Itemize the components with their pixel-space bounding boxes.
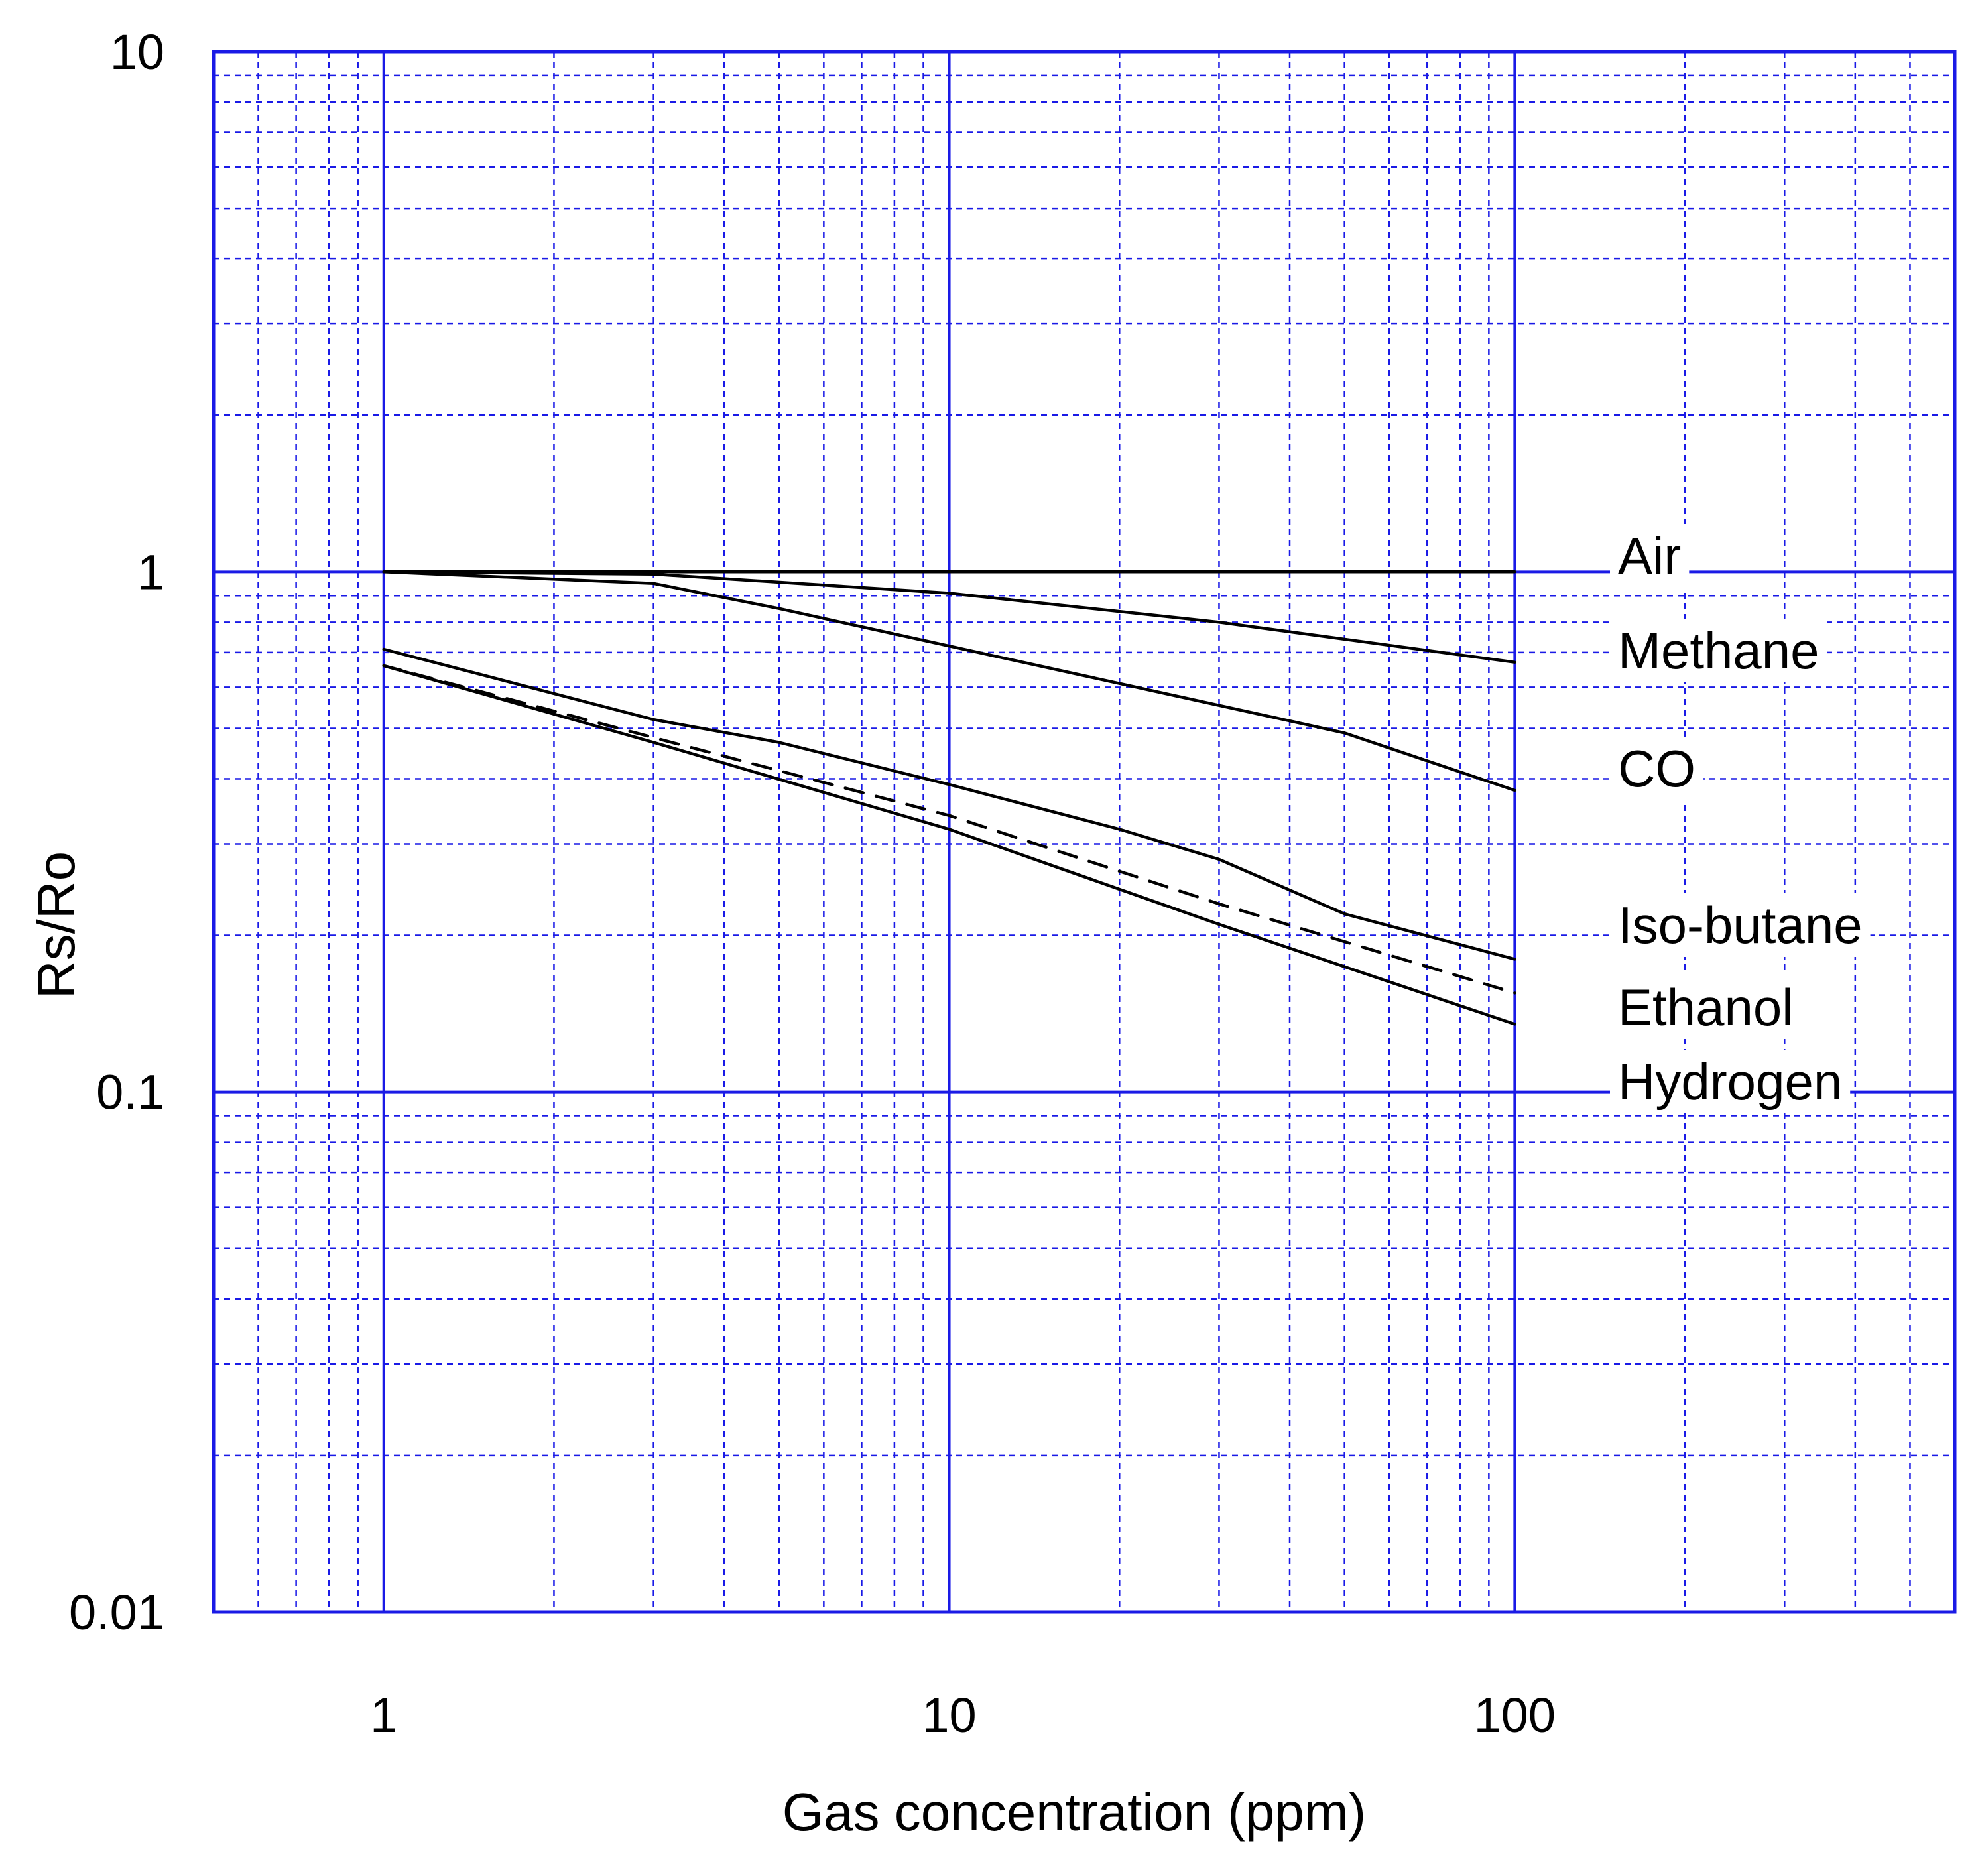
series-label-methane: Methane: [1618, 621, 1820, 680]
y-tick-label: 1: [137, 544, 164, 599]
series-label-background: [1610, 975, 1802, 1039]
series-label-background: [1610, 619, 1827, 682]
x-tick-label: 1: [370, 1688, 397, 1743]
series-line-methane: [382, 570, 1516, 664]
y-tick-label: 10: [110, 25, 164, 80]
y-tick-label: 0.1: [96, 1065, 164, 1120]
series-line-hydrogen: [382, 664, 1516, 1026]
x-tick-label: 10: [922, 1688, 976, 1743]
x-axis-title: Gas concentration (ppm): [782, 1782, 1366, 1842]
series-label-background: [1610, 524, 1690, 588]
y-axis-title: Rs/Ro: [27, 851, 86, 999]
series-line-co: [382, 570, 1516, 792]
series-label-co: CO: [1618, 739, 1696, 798]
axis-labels: 1 10 100 0.01 0.1 1 10 Air Methane CO Iso-butane Et…: [69, 25, 1871, 1743]
grid: [212, 50, 1957, 1614]
x-tick-label: 100: [1474, 1688, 1556, 1743]
series-label-ethanol: Ethanol: [1618, 978, 1794, 1036]
series-line-iso-butane: [382, 647, 1516, 961]
series-label-background: [1610, 737, 1703, 800]
series-lines: [382, 570, 1516, 1026]
series-label-background: [1610, 893, 1871, 957]
series-label-air: Air: [1618, 527, 1681, 585]
series-line-ethanol: [382, 664, 1516, 995]
series-label-hydrogen: Hydrogen: [1618, 1052, 1842, 1111]
series-label-background: [1610, 1050, 1851, 1113]
series-label-iso-butane: Iso-butane: [1618, 896, 1863, 954]
plot-frame: [212, 50, 1957, 1614]
y-tick-label: 0.01: [69, 1585, 164, 1640]
